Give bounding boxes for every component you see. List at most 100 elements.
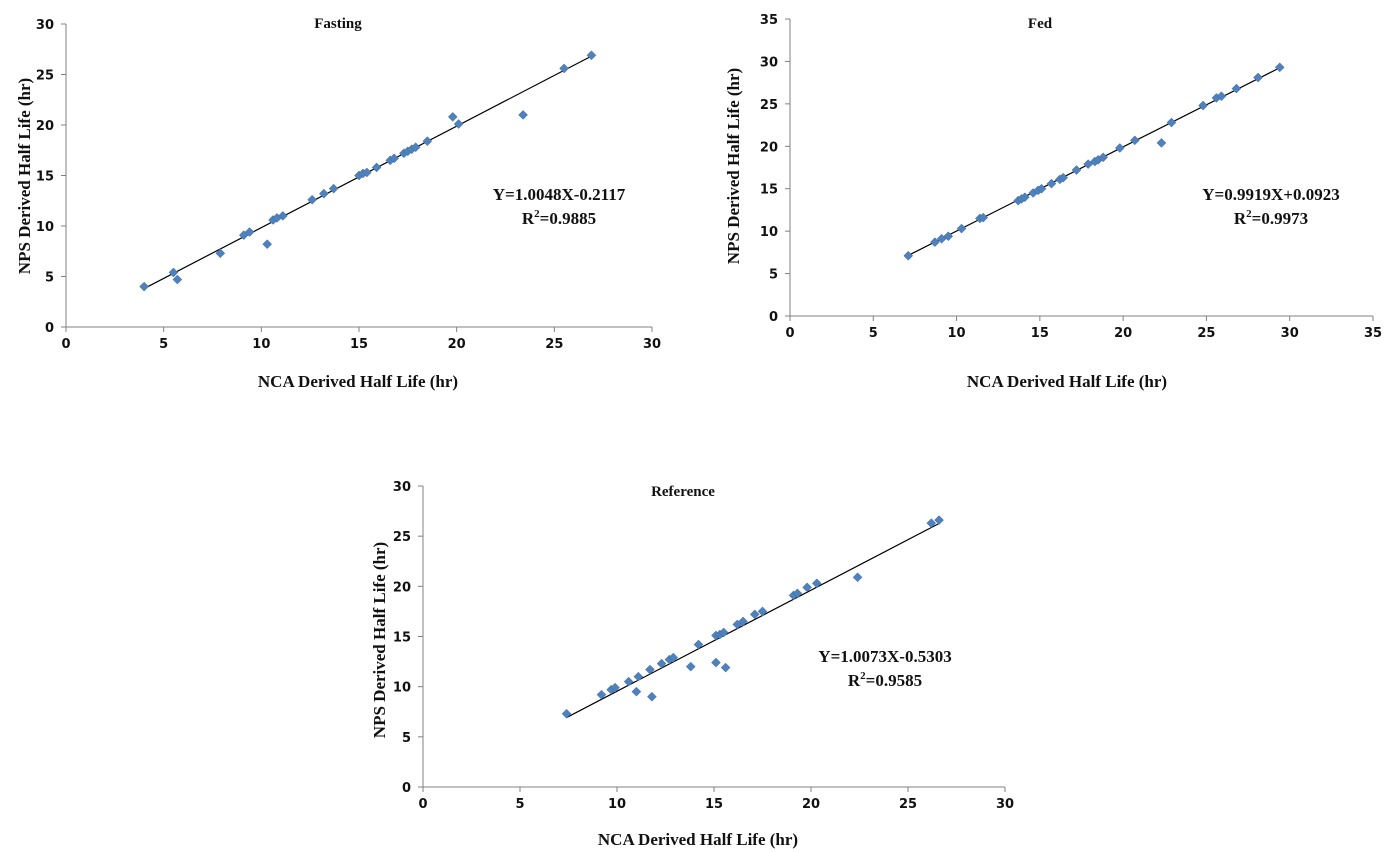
regression-equation: Y=0.9919X+0.0923 [1202,185,1339,204]
data-point [307,194,317,205]
data-point [318,188,329,199]
data-point [139,281,149,292]
r-squared-label: R2=0.9885 [522,208,596,228]
y-tick-label: 0 [402,781,411,796]
r-squared-label: R2=0.9973 [1234,208,1308,228]
data-point [610,682,620,693]
data-point [1098,152,1109,163]
y-tick-label: 25 [393,530,411,545]
data-point [852,572,863,583]
data-point [244,227,255,237]
data-point [711,657,721,668]
data-point [1071,165,1082,175]
data-point [668,652,679,663]
data-point [518,110,528,120]
data-point [1274,62,1285,73]
x-tick-label: 20 [448,337,466,352]
y-tick-label: 10 [760,225,778,240]
x-tick-label: 5 [159,337,168,352]
data-point [693,639,704,650]
x-tick-label: 20 [1114,326,1132,341]
y-tick-label: 35 [760,13,778,28]
data-point [215,248,226,259]
data-point [720,662,731,673]
fasting-chart: Fasting NCA Derived Half Life (hr) NPS D… [15,16,661,391]
y-tick-label: 30 [36,18,54,33]
x-tick-label: 20 [802,797,820,812]
x-tick-label: 0 [785,326,794,341]
data-point [956,223,967,234]
data-point [802,582,812,593]
data-point [1156,138,1167,148]
chart-title: Fed [1028,16,1053,32]
data-point [328,183,339,194]
y-tick-label: 20 [760,140,778,155]
y-axis-label: NPS Derived Half Life (hr) [724,68,743,264]
data-point [943,231,954,242]
x-tick-label: 30 [643,337,661,352]
data-point [1114,143,1125,153]
data-point [1129,135,1140,146]
data-point [718,627,729,638]
x-tick-label: 0 [418,797,427,812]
x-axis-label: NCA Derived Half Life (hr) [598,830,798,849]
y-tick-label: 25 [36,69,54,84]
regression-equation: Y=1.0048X-0.2117 [493,185,626,204]
x-axis-label: NCA Derived Half Life (hr) [258,372,458,391]
data-point [586,50,597,61]
y-tick-label: 15 [393,631,411,646]
data-point [811,578,822,589]
data-point [1046,178,1057,189]
x-tick-label: 15 [705,797,723,812]
y-tick-label: 10 [393,681,411,696]
data-point [172,274,183,285]
x-tick-label: 25 [545,337,563,352]
r-squared-label: R2=0.9585 [848,670,922,690]
x-tick-label: 25 [1197,326,1215,341]
data-point [262,239,273,250]
y-tick-label: 5 [769,268,778,283]
data-point [1216,91,1227,102]
data-point [1253,72,1263,83]
x-tick-label: 15 [1031,326,1049,341]
data-point [757,606,768,617]
data-point [559,63,569,74]
data-point [389,153,400,164]
data-point [1166,117,1177,128]
regression-equation: Y=1.0073X-0.5303 [818,647,951,666]
data-point [168,267,179,278]
data-point [447,112,458,122]
y-tick-label: 15 [36,170,54,185]
data-point [1231,83,1242,94]
data-point [978,212,989,223]
x-tick-label: 5 [515,797,524,812]
data-point [1020,192,1030,203]
data-point [631,686,642,697]
x-axis-label: NCA Derived Half Life (hr) [967,372,1167,391]
data-point [749,609,760,620]
reference-chart: Reference NCA Derived Half Life (hr) NPS… [370,480,1014,849]
data-point [647,691,657,702]
x-tick-label: 10 [948,326,966,341]
data-point [623,676,634,687]
data-point [930,237,940,248]
data-point [596,689,607,700]
data-point [371,162,382,173]
x-tick-label: 15 [350,337,368,352]
data-point [792,588,803,599]
data-point [645,664,655,675]
x-tick-label: 30 [996,797,1014,812]
x-tick-label: 25 [899,797,917,812]
chart-title: Fasting [314,16,362,32]
data-point [934,515,944,525]
x-tick-label: 0 [61,337,70,352]
data-point [685,661,696,672]
chart-title: Reference [651,484,715,500]
y-tick-label: 0 [769,310,778,325]
data-point [422,136,433,147]
x-tick-label: 10 [608,797,626,812]
data-point [1058,172,1069,183]
data-point [453,119,464,129]
data-point [1036,183,1047,194]
